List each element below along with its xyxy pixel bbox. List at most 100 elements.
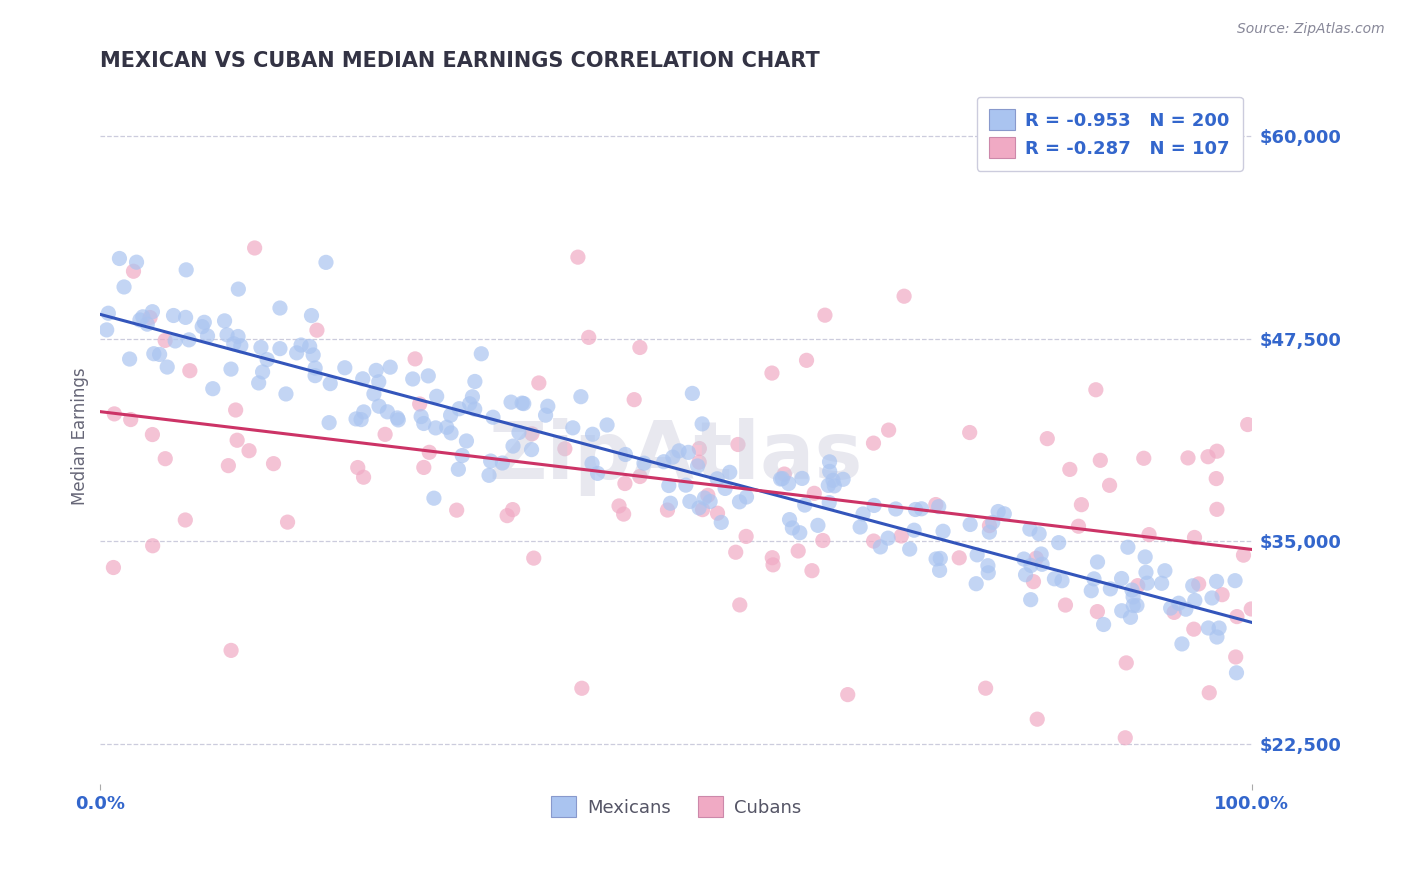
Point	[1167, 596, 1189, 610]
Point	[1240, 602, 1263, 616]
Point	[226, 434, 249, 448]
Point	[1026, 712, 1049, 726]
Point	[1092, 617, 1115, 632]
Point	[1201, 591, 1223, 605]
Point	[478, 468, 501, 483]
Point	[1225, 650, 1247, 665]
Point	[1160, 601, 1182, 615]
Point	[229, 339, 252, 353]
Point	[179, 364, 201, 378]
Point	[789, 525, 811, 540]
Point	[479, 454, 502, 468]
Point	[1174, 602, 1197, 616]
Point	[1150, 576, 1173, 591]
Point	[1084, 383, 1107, 397]
Point	[910, 501, 932, 516]
Point	[710, 516, 733, 530]
Point	[1205, 472, 1227, 486]
Point	[499, 395, 522, 409]
Point	[977, 566, 1000, 580]
Point	[779, 513, 801, 527]
Point	[877, 531, 900, 545]
Point	[1019, 558, 1042, 573]
Point	[903, 523, 925, 537]
Point	[464, 402, 486, 417]
Point	[1188, 577, 1211, 591]
Point	[623, 392, 645, 407]
Point	[353, 470, 375, 484]
Point	[863, 499, 886, 513]
Point	[1184, 531, 1206, 545]
Point	[769, 472, 792, 486]
Point	[1126, 599, 1149, 613]
Point	[581, 457, 603, 471]
Point	[318, 416, 340, 430]
Point	[706, 472, 728, 486]
Point	[773, 467, 796, 481]
Point	[1031, 547, 1053, 561]
Point	[692, 502, 714, 516]
Point	[228, 282, 250, 296]
Point	[387, 413, 409, 427]
Point	[527, 376, 550, 390]
Point	[458, 397, 481, 411]
Point	[1126, 579, 1149, 593]
Point	[142, 539, 165, 553]
Point	[304, 368, 326, 383]
Point	[446, 503, 468, 517]
Point	[1098, 478, 1121, 492]
Point	[925, 498, 948, 512]
Point	[461, 390, 484, 404]
Point	[1211, 588, 1233, 602]
Point	[1236, 417, 1258, 432]
Point	[174, 263, 197, 277]
Point	[315, 255, 337, 269]
Point	[214, 314, 236, 328]
Point	[523, 551, 546, 566]
Point	[979, 525, 1001, 540]
Point	[614, 448, 637, 462]
Point	[380, 360, 402, 375]
Point	[1226, 609, 1249, 624]
Point	[449, 401, 471, 416]
Point	[238, 443, 260, 458]
Point	[1022, 574, 1045, 589]
Point	[269, 342, 291, 356]
Point	[679, 494, 702, 508]
Point	[977, 558, 1000, 573]
Point	[1206, 630, 1229, 644]
Point	[818, 495, 841, 509]
Point	[727, 437, 749, 451]
Point	[96, 323, 118, 337]
Point	[456, 434, 478, 448]
Point	[226, 329, 249, 343]
Point	[1047, 535, 1070, 549]
Point	[243, 241, 266, 255]
Point	[423, 491, 446, 506]
Point	[225, 403, 247, 417]
Point	[353, 405, 375, 419]
Point	[668, 443, 690, 458]
Point	[1177, 450, 1199, 465]
Point	[263, 457, 285, 471]
Point	[675, 478, 697, 492]
Point	[118, 351, 141, 366]
Point	[502, 439, 524, 453]
Point	[402, 372, 425, 386]
Point	[893, 289, 915, 303]
Point	[633, 456, 655, 470]
Point	[652, 455, 675, 469]
Point	[139, 310, 162, 325]
Point	[925, 552, 948, 566]
Point	[928, 563, 950, 577]
Point	[269, 301, 291, 315]
Point	[1043, 572, 1066, 586]
Point	[811, 533, 834, 548]
Point	[520, 442, 543, 457]
Point	[688, 455, 710, 469]
Point	[120, 412, 142, 426]
Point	[142, 347, 165, 361]
Point	[1133, 549, 1156, 564]
Point	[1197, 450, 1219, 464]
Point	[1054, 598, 1077, 612]
